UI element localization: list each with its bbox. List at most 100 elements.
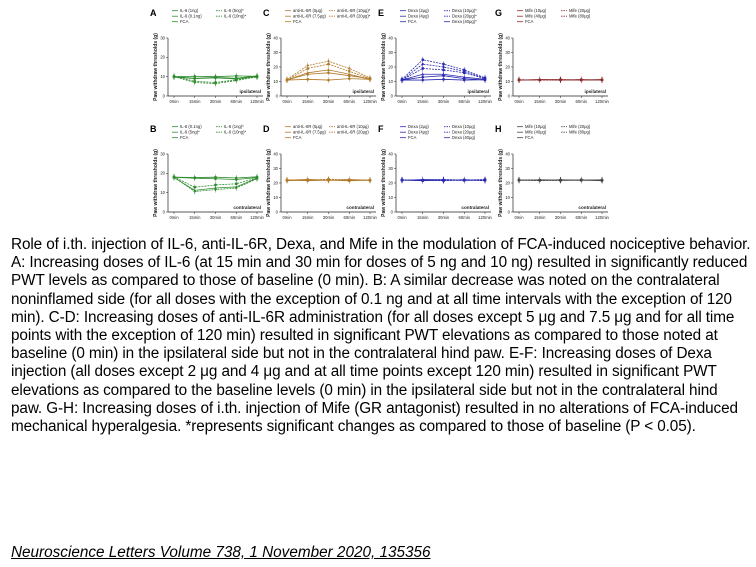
figure-caption: Role of i.th. injection of IL-6, anti-IL… (11, 236, 751, 436)
y-tick-label: 10 (160, 74, 165, 79)
data-point (347, 77, 351, 80)
y-tick-label: 30 (160, 35, 165, 40)
y-tick-label: 20 (505, 64, 510, 69)
side-label: contralateral (233, 205, 261, 210)
y-axis-label: Paw withdraw thresholds (g) (498, 33, 504, 101)
legend-label: Dexa (2μg) (408, 8, 429, 13)
data-point (193, 80, 197, 84)
series-line (401, 179, 486, 182)
data-point (463, 68, 466, 72)
series-line (401, 68, 486, 81)
x-tick-label: 15min (302, 215, 314, 220)
legend-label: Dexa (40μg) (452, 135, 476, 140)
y-tick-label: 0 (508, 209, 511, 214)
data-point (559, 78, 562, 82)
legend-label: Dexa (4μg) (408, 14, 429, 19)
legend-label: IL-6 (1ng)* (224, 124, 244, 129)
x-tick-label: 60min (576, 99, 588, 104)
legend-label: anti-IL-6R (5μg) (293, 124, 323, 129)
legend-label: Dexa (10μg) (452, 124, 476, 129)
legend-label: anti-IL-6R (7.5μg) (293, 14, 327, 19)
data-point (234, 176, 238, 180)
data-point (400, 178, 404, 182)
y-tick-label: 10 (273, 195, 278, 200)
legend-label: Mife (80μg) (569, 130, 591, 135)
y-axis-label: Paw withdraw thresholds (g) (266, 33, 272, 101)
data-point (306, 64, 310, 68)
caption-text: Role of i.th. injection of IL-6, anti-IL… (11, 236, 751, 436)
data-point (347, 66, 351, 70)
data-point (214, 188, 217, 192)
panel-letter: C (263, 8, 270, 18)
x-tick-label: 60min (459, 99, 471, 104)
y-tick-label: 10 (388, 79, 393, 84)
legend-label: Dexa (4μg) (408, 130, 429, 135)
data-point (483, 178, 487, 182)
legend-label: Dexa (10μg)* (452, 8, 477, 13)
data-point (462, 78, 466, 82)
y-tick-label: 30 (505, 166, 510, 171)
x-tick-label: 15min (417, 99, 429, 104)
x-tick-label: 30min (438, 99, 450, 104)
x-tick-label: 15min (302, 99, 314, 104)
legend-label: anti-IL-6R (5μg) (293, 8, 323, 13)
x-tick-label: 0min (282, 215, 292, 220)
y-tick-label: 0 (276, 209, 279, 214)
y-tick-label: 20 (273, 180, 278, 185)
y-axis-label: Paw withdraw thresholds (g) (381, 33, 387, 101)
y-tick-label: 10 (505, 195, 510, 200)
series-line (173, 176, 258, 188)
y-tick-label: 20 (160, 171, 165, 176)
y-axis-label: Paw withdraw thresholds (g) (381, 149, 387, 217)
data-point (462, 75, 466, 79)
y-axis-label: Paw withdraw thresholds (g) (498, 149, 504, 217)
y-tick-label: 20 (273, 64, 278, 69)
y-tick-label: 40 (388, 35, 393, 40)
x-tick-label: 0min (397, 215, 407, 220)
legend-label: IL-6 (10ng)* (224, 130, 246, 135)
data-point (421, 62, 425, 66)
x-tick-label: 30min (210, 215, 222, 220)
x-tick-label: 0min (282, 99, 292, 104)
data-point (600, 178, 604, 182)
side-label: ipsilateral (585, 89, 606, 94)
legend-label: FCA (525, 135, 534, 140)
y-tick-label: 30 (505, 50, 510, 55)
y-tick-label: 0 (391, 209, 394, 214)
y-tick-label: 40 (388, 151, 393, 156)
x-tick-label: 15min (534, 215, 546, 220)
x-tick-label: 60min (459, 215, 471, 220)
y-tick-label: 40 (273, 35, 278, 40)
data-point (421, 179, 424, 182)
figure: A IL-6 (1ng) IL-6 (5ng)* IL-6 (0.1ng) IL-6 (… (0, 0, 756, 232)
x-tick-label: 60min (231, 99, 243, 104)
data-point (483, 76, 487, 80)
y-tick-label: 10 (505, 79, 510, 84)
x-tick-label: 120min (478, 215, 492, 220)
legend-label: Dexa (20μg)* (452, 14, 477, 19)
data-point (234, 186, 238, 190)
x-tick-label: 0min (169, 99, 179, 104)
y-tick-label: 0 (163, 209, 166, 214)
data-point (442, 78, 445, 81)
citation-link[interactable]: Neuroscience Letters Volume 738, 1 Novem… (11, 544, 431, 561)
data-point (442, 178, 445, 182)
x-tick-label: 0min (169, 215, 179, 220)
data-point (306, 179, 310, 182)
y-tick-label: 20 (388, 180, 393, 185)
data-point (421, 72, 425, 76)
data-point (517, 178, 521, 182)
data-point (600, 78, 604, 82)
y-tick-label: 20 (160, 55, 165, 60)
data-point (517, 78, 521, 82)
side-label: ipsilateral (240, 89, 261, 94)
data-point (306, 78, 310, 81)
data-point (234, 79, 238, 83)
x-tick-label: 30min (323, 215, 335, 220)
series-line (401, 63, 486, 81)
y-tick-label: 10 (388, 195, 393, 200)
data-point (234, 74, 238, 78)
y-tick-label: 30 (273, 50, 278, 55)
data-point (214, 175, 217, 179)
figure-panels: A IL-6 (1ng) IL-6 (5ng)*IL-6 (0.1ng) IL-6 (… (150, 8, 610, 220)
